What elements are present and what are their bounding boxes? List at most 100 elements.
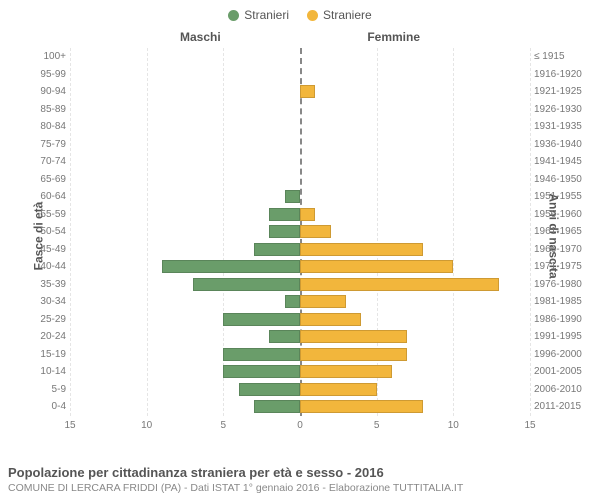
age-row: 75-791936-1940 (70, 136, 530, 154)
female-half (300, 381, 530, 399)
female-half (300, 171, 530, 189)
age-label: 35-39 (22, 279, 66, 290)
rows-container: 100+≤ 191595-991916-192090-941921-192585… (70, 48, 530, 416)
female-half (300, 258, 530, 276)
birth-year-label: 2001-2005 (534, 366, 590, 377)
age-row: 85-891926-1930 (70, 101, 530, 119)
chart: Maschi Femmine Fasce di età Anni di nasc… (0, 26, 600, 446)
birth-year-label: 2006-2010 (534, 384, 590, 395)
age-row: 45-491966-1970 (70, 241, 530, 259)
bar-male (269, 225, 300, 238)
bar-male (239, 383, 300, 396)
chart-title: Popolazione per cittadinanza straniera p… (8, 465, 592, 480)
male-half (70, 241, 300, 259)
bar-female (300, 225, 331, 238)
female-half (300, 118, 530, 136)
bar-male (223, 348, 300, 361)
legend-item-male: Stranieri (228, 8, 289, 22)
female-half (300, 241, 530, 259)
female-half (300, 346, 530, 364)
age-row: 60-641951-1955 (70, 188, 530, 206)
female-half (300, 206, 530, 224)
birth-year-label: 1976-1980 (534, 279, 590, 290)
age-label: 85-89 (22, 104, 66, 115)
legend-label-male: Stranieri (244, 8, 289, 22)
birth-year-label: 1926-1930 (534, 104, 590, 115)
birth-year-label: 1941-1945 (534, 156, 590, 167)
birth-year-label: 1981-1985 (534, 296, 590, 307)
age-row: 90-941921-1925 (70, 83, 530, 101)
age-row: 0-42011-2015 (70, 398, 530, 416)
bar-female (300, 278, 499, 291)
male-half (70, 328, 300, 346)
male-half (70, 101, 300, 119)
age-row: 35-391976-1980 (70, 276, 530, 294)
age-label: 15-19 (22, 349, 66, 360)
birth-year-label: 1986-1990 (534, 314, 590, 325)
age-label: 50-54 (22, 226, 66, 237)
bar-female (300, 295, 346, 308)
birth-year-label: 1991-1995 (534, 331, 590, 342)
male-half (70, 363, 300, 381)
gridline (530, 48, 531, 416)
age-label: 65-69 (22, 174, 66, 185)
age-row: 5-92006-2010 (70, 381, 530, 399)
male-half (70, 136, 300, 154)
bar-male (223, 313, 300, 326)
age-label: 0-4 (22, 401, 66, 412)
bar-female (300, 400, 423, 413)
bar-female (300, 348, 407, 361)
age-label: 60-64 (22, 191, 66, 202)
plot-area: 100+≤ 191595-991916-192090-941921-192585… (70, 48, 530, 416)
age-row: 25-291986-1990 (70, 311, 530, 329)
bar-male (223, 365, 300, 378)
male-half (70, 83, 300, 101)
female-half (300, 66, 530, 84)
age-label: 40-44 (22, 261, 66, 272)
x-axis: 15105051015 (70, 420, 530, 436)
male-half (70, 118, 300, 136)
female-half (300, 101, 530, 119)
birth-year-label: 2011-2015 (534, 401, 590, 412)
age-label: 25-29 (22, 314, 66, 325)
age-label: 45-49 (22, 244, 66, 255)
female-half (300, 136, 530, 154)
birth-year-label: 1946-1950 (534, 174, 590, 185)
male-half (70, 188, 300, 206)
footer: Popolazione per cittadinanza straniera p… (8, 465, 592, 494)
bar-female (300, 208, 315, 221)
age-label: 55-59 (22, 209, 66, 220)
legend-item-female: Straniere (307, 8, 372, 22)
bar-male (285, 190, 300, 203)
legend: Stranieri Straniere (0, 0, 600, 26)
female-half (300, 311, 530, 329)
female-half (300, 153, 530, 171)
female-half (300, 83, 530, 101)
male-half (70, 206, 300, 224)
bar-male (269, 208, 300, 221)
age-row: 100+≤ 1915 (70, 48, 530, 66)
birth-year-label: 1931-1935 (534, 121, 590, 132)
female-half (300, 293, 530, 311)
age-row: 30-341981-1985 (70, 293, 530, 311)
age-label: 95-99 (22, 69, 66, 80)
age-row: 95-991916-1920 (70, 66, 530, 84)
female-half (300, 398, 530, 416)
age-row: 15-191996-2000 (70, 346, 530, 364)
age-row: 70-741941-1945 (70, 153, 530, 171)
birth-year-label: 1956-1960 (534, 209, 590, 220)
age-row: 40-441971-1975 (70, 258, 530, 276)
age-label: 30-34 (22, 296, 66, 307)
male-half (70, 311, 300, 329)
bar-male (162, 260, 300, 273)
birth-year-label: 1966-1970 (534, 244, 590, 255)
x-tick: 0 (297, 420, 303, 431)
age-label: 5-9 (22, 384, 66, 395)
bar-male (193, 278, 300, 291)
bar-female (300, 260, 453, 273)
birth-year-label: 1936-1940 (534, 139, 590, 150)
male-half (70, 381, 300, 399)
bar-male (254, 243, 300, 256)
bar-female (300, 330, 407, 343)
x-tick: 5 (221, 420, 227, 431)
